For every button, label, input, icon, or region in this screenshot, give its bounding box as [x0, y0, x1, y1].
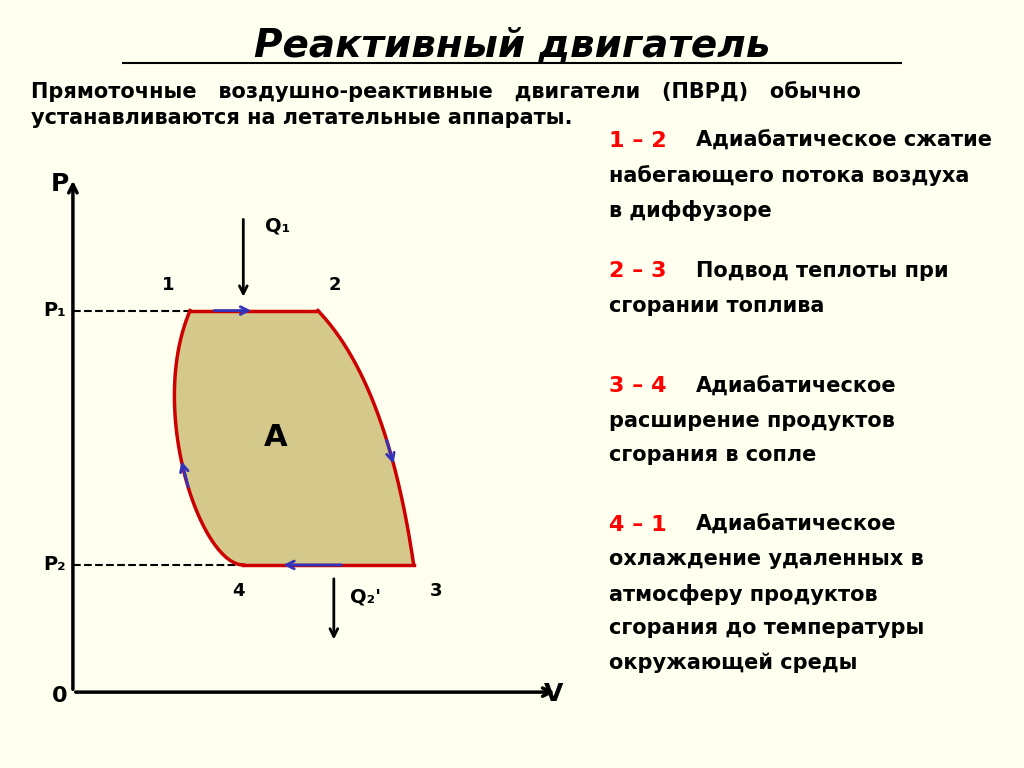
Text: 3 – 4: 3 – 4: [609, 376, 667, 396]
Text: сгорания до температуры: сгорания до температуры: [609, 618, 925, 638]
Text: охлаждение удаленных в: охлаждение удаленных в: [609, 549, 924, 569]
Text: набегающего потока воздуха: набегающего потока воздуха: [609, 165, 970, 186]
Text: окружающей среды: окружающей среды: [609, 653, 858, 674]
Text: устанавливаются на летательные аппараты.: устанавливаются на летательные аппараты.: [31, 108, 572, 127]
Text: Адиабатическое: Адиабатическое: [696, 376, 897, 396]
Text: 1 – 2: 1 – 2: [609, 131, 667, 151]
Text: атмосферу продуктов: атмосферу продуктов: [609, 584, 878, 604]
Text: 4: 4: [231, 581, 245, 600]
Text: 2: 2: [329, 276, 341, 294]
Text: Q₁: Q₁: [264, 217, 290, 236]
Text: Q₂': Q₂': [350, 587, 381, 606]
Text: Адиабатическое: Адиабатическое: [696, 515, 897, 535]
Text: 1: 1: [162, 276, 174, 294]
Text: A: A: [263, 423, 287, 452]
Text: Прямоточные   воздушно-реактивные   двигатели   (ПВРД)   обычно: Прямоточные воздушно-реактивные двигател…: [31, 81, 860, 101]
Text: 0: 0: [52, 686, 68, 706]
Text: 2 – 3: 2 – 3: [609, 261, 667, 281]
Text: 3: 3: [430, 581, 442, 600]
Text: Адиабатическое сжатие: Адиабатическое сжатие: [696, 131, 992, 151]
Text: V: V: [544, 682, 563, 706]
Text: P: P: [50, 172, 69, 197]
Text: сгорании топлива: сгорании топлива: [609, 296, 824, 316]
Text: расширение продуктов: расширение продуктов: [609, 411, 895, 431]
Text: сгорания в сопле: сгорания в сопле: [609, 445, 817, 465]
Polygon shape: [174, 310, 414, 565]
Text: 4 – 1: 4 – 1: [609, 515, 667, 535]
Text: Подвод теплоты при: Подвод теплоты при: [696, 261, 949, 281]
Text: в диффузоре: в диффузоре: [609, 200, 772, 220]
Text: P₁: P₁: [44, 301, 67, 320]
Text: Реактивный двигатель: Реактивный двигатель: [254, 27, 770, 65]
Text: P₂: P₂: [44, 555, 67, 574]
